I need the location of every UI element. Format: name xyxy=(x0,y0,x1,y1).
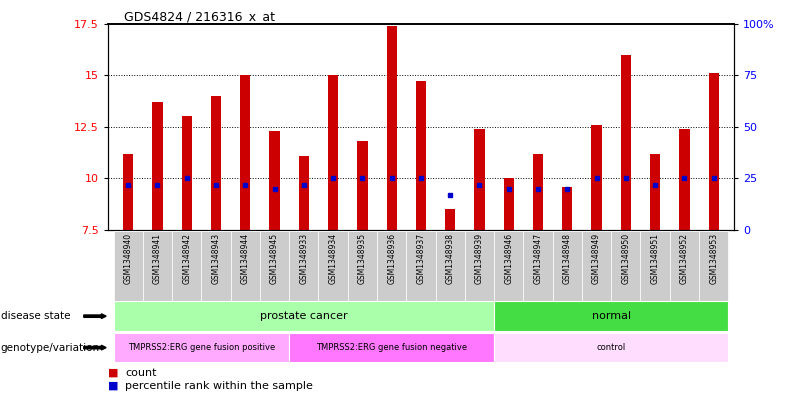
Text: count: count xyxy=(125,367,156,378)
Text: GSM1348944: GSM1348944 xyxy=(241,233,250,284)
Bar xyxy=(474,129,484,230)
Bar xyxy=(591,125,602,230)
Bar xyxy=(436,231,465,301)
Text: ■: ■ xyxy=(108,381,118,391)
Text: GSM1348940: GSM1348940 xyxy=(124,233,132,284)
Bar xyxy=(494,301,729,331)
Bar xyxy=(416,81,426,230)
Bar xyxy=(465,231,494,301)
Bar xyxy=(201,231,231,301)
Bar xyxy=(562,187,572,230)
Bar xyxy=(445,209,456,230)
Bar xyxy=(533,154,543,230)
Bar xyxy=(670,231,699,301)
Text: GSM1348948: GSM1348948 xyxy=(563,233,572,284)
Bar xyxy=(504,178,514,230)
Bar xyxy=(406,231,436,301)
Bar xyxy=(113,231,143,301)
Bar xyxy=(211,96,221,230)
Bar xyxy=(172,231,201,301)
Bar xyxy=(582,231,611,301)
Bar xyxy=(231,231,260,301)
Bar xyxy=(650,154,660,230)
Text: normal: normal xyxy=(591,311,630,321)
Text: GSM1348949: GSM1348949 xyxy=(592,233,601,284)
Text: GDS4824 / 216316_x_at: GDS4824 / 216316_x_at xyxy=(124,10,275,23)
Bar xyxy=(152,102,163,230)
Bar xyxy=(553,231,582,301)
Text: TMPRSS2:ERG gene fusion negative: TMPRSS2:ERG gene fusion negative xyxy=(316,343,468,352)
Bar xyxy=(386,26,397,230)
Text: control: control xyxy=(597,343,626,352)
Text: GSM1348937: GSM1348937 xyxy=(417,233,425,284)
Text: ■: ■ xyxy=(108,367,118,378)
Text: GSM1348936: GSM1348936 xyxy=(387,233,396,284)
Bar xyxy=(611,231,641,301)
Text: GSM1348943: GSM1348943 xyxy=(211,233,220,284)
Text: percentile rank within the sample: percentile rank within the sample xyxy=(125,381,313,391)
Bar xyxy=(348,231,377,301)
Text: GSM1348951: GSM1348951 xyxy=(650,233,660,284)
Text: genotype/variation: genotype/variation xyxy=(1,343,100,353)
Text: GSM1348947: GSM1348947 xyxy=(534,233,543,284)
Text: disease state: disease state xyxy=(1,311,70,321)
Bar xyxy=(328,75,338,230)
Bar xyxy=(358,141,368,230)
Text: GSM1348950: GSM1348950 xyxy=(622,233,630,284)
Bar xyxy=(123,154,133,230)
Bar xyxy=(679,129,689,230)
Bar xyxy=(699,231,729,301)
Bar xyxy=(494,333,729,362)
Bar xyxy=(621,55,631,230)
Bar xyxy=(260,231,289,301)
Text: GSM1348933: GSM1348933 xyxy=(299,233,308,284)
Bar xyxy=(298,156,309,230)
Bar xyxy=(709,73,719,230)
Bar xyxy=(523,231,553,301)
Bar xyxy=(318,231,348,301)
Bar xyxy=(377,231,406,301)
Text: GSM1348953: GSM1348953 xyxy=(709,233,718,284)
Text: GSM1348938: GSM1348938 xyxy=(446,233,455,284)
Text: GSM1348939: GSM1348939 xyxy=(475,233,484,284)
Bar xyxy=(270,131,280,230)
Bar xyxy=(494,231,523,301)
Text: TMPRSS2:ERG gene fusion positive: TMPRSS2:ERG gene fusion positive xyxy=(128,343,275,352)
Bar xyxy=(113,301,494,331)
Bar xyxy=(182,116,192,230)
Text: GSM1348934: GSM1348934 xyxy=(329,233,338,284)
Bar xyxy=(240,75,251,230)
Bar xyxy=(289,333,494,362)
Text: GSM1348946: GSM1348946 xyxy=(504,233,513,284)
Text: prostate cancer: prostate cancer xyxy=(260,311,348,321)
Text: GSM1348945: GSM1348945 xyxy=(270,233,279,284)
Text: GSM1348935: GSM1348935 xyxy=(358,233,367,284)
Bar xyxy=(289,231,318,301)
Bar xyxy=(143,231,172,301)
Text: GSM1348941: GSM1348941 xyxy=(153,233,162,284)
Bar xyxy=(113,333,289,362)
Bar xyxy=(641,231,670,301)
Text: GSM1348952: GSM1348952 xyxy=(680,233,689,284)
Text: GSM1348942: GSM1348942 xyxy=(182,233,192,284)
